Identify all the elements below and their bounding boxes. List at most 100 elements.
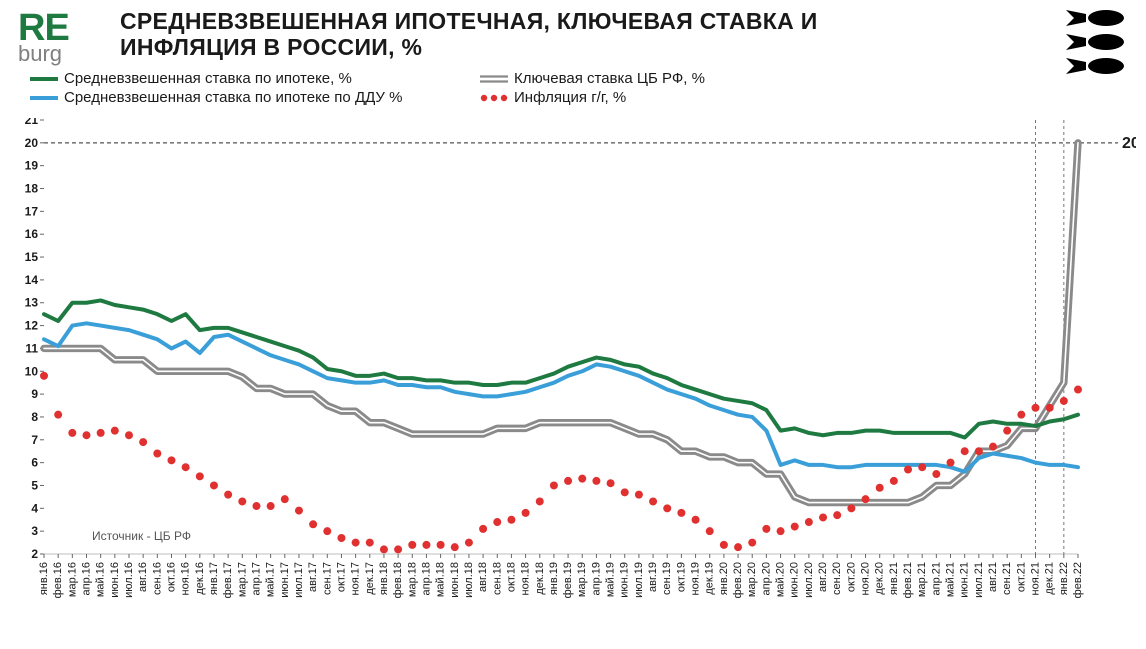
svg-text:сен.17: сен.17	[321, 562, 333, 595]
svg-text:10: 10	[25, 364, 39, 378]
svg-text:июн.16: июн.16	[109, 562, 121, 598]
svg-text:6: 6	[31, 456, 38, 470]
svg-text:июн.21: июн.21	[959, 562, 971, 598]
legend: Средневзвешенная ставка по ипотеке, % Кл…	[30, 70, 740, 106]
svg-text:авг.18: авг.18	[477, 562, 489, 592]
svg-text:янв.22: янв.22	[1058, 562, 1070, 595]
svg-text:июн.18: июн.18	[449, 562, 461, 598]
svg-text:июл.16: июл.16	[123, 562, 135, 598]
legend-swatch-inflation	[480, 92, 508, 104]
svg-text:июн.19: июн.19	[619, 562, 631, 598]
legend-label-keyrate: Ключевая ставка ЦБ РФ, %	[514, 70, 705, 87]
svg-text:июн.17: июн.17	[279, 562, 291, 598]
svg-text:ноя.21: ноя.21	[1030, 562, 1042, 595]
svg-text:июл.18: июл.18	[463, 562, 475, 598]
svg-text:май.21: май.21	[945, 562, 957, 597]
svg-text:19: 19	[25, 159, 39, 173]
legend-swatch-mortgage	[30, 73, 58, 85]
legend-label-ddu: Средневзвешенная ставка по ипотеке по ДД…	[64, 89, 402, 106]
svg-text:апр.17: апр.17	[250, 562, 262, 595]
svg-text:ноя.16: ноя.16	[180, 562, 192, 595]
svg-text:янв.21: янв.21	[888, 562, 900, 595]
svg-text:2: 2	[31, 547, 38, 561]
svg-text:14: 14	[25, 273, 39, 287]
legend-label-inflation: Инфляция г/г, %	[514, 89, 626, 106]
svg-text:авг.21: авг.21	[987, 562, 999, 592]
svg-text:15: 15	[25, 250, 39, 264]
svg-text:12: 12	[25, 319, 39, 333]
svg-text:окт.20: окт.20	[845, 562, 857, 592]
svg-text:сен.21: сен.21	[1001, 562, 1013, 595]
svg-text:апр.20: апр.20	[760, 562, 772, 595]
legend-swatch-keyrate	[480, 73, 508, 85]
svg-text:13: 13	[25, 296, 39, 310]
svg-text:ноя.18: ноя.18	[520, 562, 532, 595]
legend-label-mortgage: Средневзвешенная ставка по ипотеке, %	[64, 70, 352, 87]
svg-text:дек.17: дек.17	[364, 562, 376, 595]
svg-text:июл.21: июл.21	[973, 562, 985, 598]
bomb-icon	[1046, 8, 1124, 28]
svg-text:апр.18: апр.18	[420, 562, 432, 595]
svg-text:апр.16: апр.16	[80, 562, 92, 595]
svg-text:фев.17: фев.17	[222, 562, 234, 598]
svg-text:8: 8	[31, 410, 38, 424]
legend-item-mortgage: Средневзвешенная ставка по ипотеке, %	[30, 70, 460, 87]
svg-text:май.19: май.19	[605, 562, 617, 597]
legend-item-inflation: Инфляция г/г, %	[480, 89, 740, 106]
logo: RE burg	[18, 10, 69, 65]
svg-text:16: 16	[25, 227, 39, 241]
svg-text:фев.20: фев.20	[732, 562, 744, 598]
bombs-icon-group	[1046, 8, 1124, 76]
svg-text:дек.16: дек.16	[194, 562, 206, 595]
svg-text:сен.16: сен.16	[151, 562, 163, 595]
svg-text:окт.19: окт.19	[675, 562, 687, 592]
svg-text:окт.18: окт.18	[505, 562, 517, 592]
svg-text:ноя.17: ноя.17	[350, 562, 362, 595]
svg-text:янв.17: янв.17	[208, 562, 220, 595]
svg-text:ноя.19: ноя.19	[690, 562, 702, 595]
bomb-icon	[1046, 32, 1124, 52]
logo-line2: burg	[18, 44, 69, 65]
legend-swatch-ddu	[30, 92, 58, 104]
svg-text:20%: 20%	[1122, 135, 1136, 152]
svg-text:3: 3	[31, 524, 38, 538]
svg-text:сен.20: сен.20	[831, 562, 843, 595]
svg-text:фев.16: фев.16	[52, 562, 64, 598]
svg-text:ноя.20: ноя.20	[860, 562, 872, 595]
svg-text:17: 17	[25, 204, 39, 218]
svg-text:11: 11	[25, 341, 38, 355]
svg-text:мар.16: мар.16	[66, 562, 78, 597]
svg-text:20: 20	[25, 136, 39, 150]
svg-text:июл.17: июл.17	[293, 562, 305, 598]
svg-text:мар.20: мар.20	[746, 562, 758, 597]
svg-text:янв.20: янв.20	[718, 562, 730, 595]
svg-text:апр.19: апр.19	[590, 562, 602, 595]
svg-text:фев.22: фев.22	[1072, 562, 1084, 598]
svg-text:дек.20: дек.20	[874, 562, 886, 595]
svg-text:4: 4	[31, 501, 38, 515]
svg-text:авг.19: авг.19	[647, 562, 659, 592]
svg-text:дек.18: дек.18	[534, 562, 546, 595]
svg-text:окт.21: окт.21	[1015, 562, 1027, 592]
svg-text:7: 7	[31, 433, 38, 447]
svg-text:авг.20: авг.20	[817, 562, 829, 592]
svg-text:авг.16: авг.16	[137, 562, 149, 592]
chart-area: 23456789101112131415161718192021янв.16фе…	[10, 118, 1136, 638]
svg-text:янв.19: янв.19	[548, 562, 560, 595]
bomb-icon	[1046, 56, 1124, 76]
svg-text:июн.20: июн.20	[789, 562, 801, 598]
svg-text:21: 21	[25, 118, 39, 127]
svg-text:май.17: май.17	[265, 562, 277, 597]
svg-text:апр.21: апр.21	[930, 562, 942, 595]
svg-text:дек.21: дек.21	[1044, 562, 1056, 595]
svg-text:5: 5	[31, 478, 38, 492]
svg-text:мар.17: мар.17	[236, 562, 248, 597]
svg-text:фев.19: фев.19	[562, 562, 574, 598]
legend-item-ddu: Средневзвешенная ставка по ипотеке по ДД…	[30, 89, 460, 106]
svg-text:май.20: май.20	[775, 562, 787, 597]
svg-text:мар.21: мар.21	[916, 562, 928, 597]
svg-text:янв.16: янв.16	[38, 562, 50, 595]
svg-text:мар.18: мар.18	[406, 562, 418, 597]
svg-text:авг.17: авг.17	[307, 562, 319, 592]
svg-text:дек.19: дек.19	[704, 562, 716, 595]
